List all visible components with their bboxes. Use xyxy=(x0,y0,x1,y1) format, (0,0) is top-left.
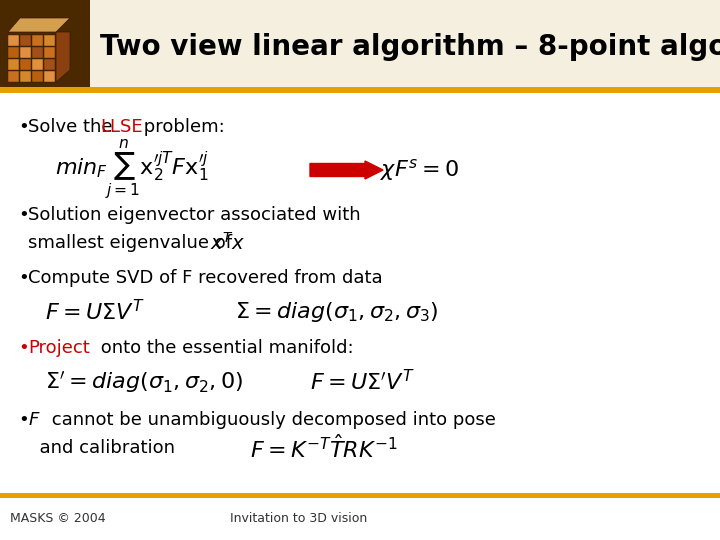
Bar xyxy=(44,71,55,82)
Polygon shape xyxy=(8,18,70,32)
Text: $\mathit{F}$: $\mathit{F}$ xyxy=(28,411,40,429)
Text: $F = K^{-T}\hat{T}RK^{-1}$: $F = K^{-T}\hat{T}RK^{-1}$ xyxy=(250,434,398,462)
Text: $\Sigma' = diag(\sigma_1, \sigma_2, 0)$: $\Sigma' = diag(\sigma_1, \sigma_2, 0)$ xyxy=(45,369,243,395)
Text: $\chi F^s = 0$: $\chi F^s = 0$ xyxy=(380,157,459,183)
Text: LLSE: LLSE xyxy=(100,118,143,136)
Text: $F = U\Sigma V^T$: $F = U\Sigma V^T$ xyxy=(45,299,145,325)
Text: Project: Project xyxy=(28,339,90,357)
FancyArrow shape xyxy=(310,161,383,179)
Bar xyxy=(44,35,55,46)
Bar xyxy=(20,35,31,46)
Text: $F = U\Sigma' V^T$: $F = U\Sigma' V^T$ xyxy=(310,369,415,395)
Text: Solve the: Solve the xyxy=(28,118,118,136)
Bar xyxy=(44,59,55,70)
Bar xyxy=(32,35,43,46)
Bar xyxy=(44,47,55,58)
Bar xyxy=(8,71,19,82)
Text: Two view linear algorithm – 8-point algorithm: Two view linear algorithm – 8-point algo… xyxy=(100,33,720,61)
Bar xyxy=(32,59,43,70)
Bar xyxy=(0,493,720,498)
Bar xyxy=(0,87,720,93)
Bar xyxy=(8,35,19,46)
Text: •: • xyxy=(18,206,29,224)
Bar xyxy=(32,47,43,58)
Text: Compute SVD of F recovered from data: Compute SVD of F recovered from data xyxy=(28,269,382,287)
Text: and calibration: and calibration xyxy=(28,439,175,457)
Text: •: • xyxy=(18,269,29,287)
Bar xyxy=(20,71,31,82)
Text: cannot be unambiguously decomposed into pose: cannot be unambiguously decomposed into … xyxy=(46,411,496,429)
Text: •: • xyxy=(18,118,29,136)
Text: smallest eigenvalue of: smallest eigenvalue of xyxy=(28,234,238,252)
Bar xyxy=(20,47,31,58)
Bar xyxy=(8,59,19,70)
Text: MASKS © 2004: MASKS © 2004 xyxy=(10,511,106,524)
Text: Invitation to 3D vision: Invitation to 3D vision xyxy=(230,511,367,524)
Text: $min_F \sum_{j=1}^{n} \mathrm{x}_2^{\prime jT} F \mathrm{x}_1^{\prime j}$: $min_F \sum_{j=1}^{n} \mathrm{x}_2^{\pri… xyxy=(55,138,209,202)
Bar xyxy=(32,71,43,82)
Polygon shape xyxy=(56,32,70,82)
Text: $x^T x$: $x^T x$ xyxy=(210,232,246,254)
Bar xyxy=(8,47,19,58)
Text: problem:: problem: xyxy=(138,118,225,136)
Text: Solution eigenvector associated with: Solution eigenvector associated with xyxy=(28,206,361,224)
Text: •: • xyxy=(18,411,29,429)
Text: $\Sigma = diag(\sigma_1, \sigma_2, \sigma_3)$: $\Sigma = diag(\sigma_1, \sigma_2, \sigm… xyxy=(235,300,438,324)
Bar xyxy=(20,59,31,70)
Bar xyxy=(0,0,90,90)
Bar xyxy=(0,0,720,90)
Text: onto the essential manifold:: onto the essential manifold: xyxy=(95,339,354,357)
Text: •: • xyxy=(18,339,29,357)
